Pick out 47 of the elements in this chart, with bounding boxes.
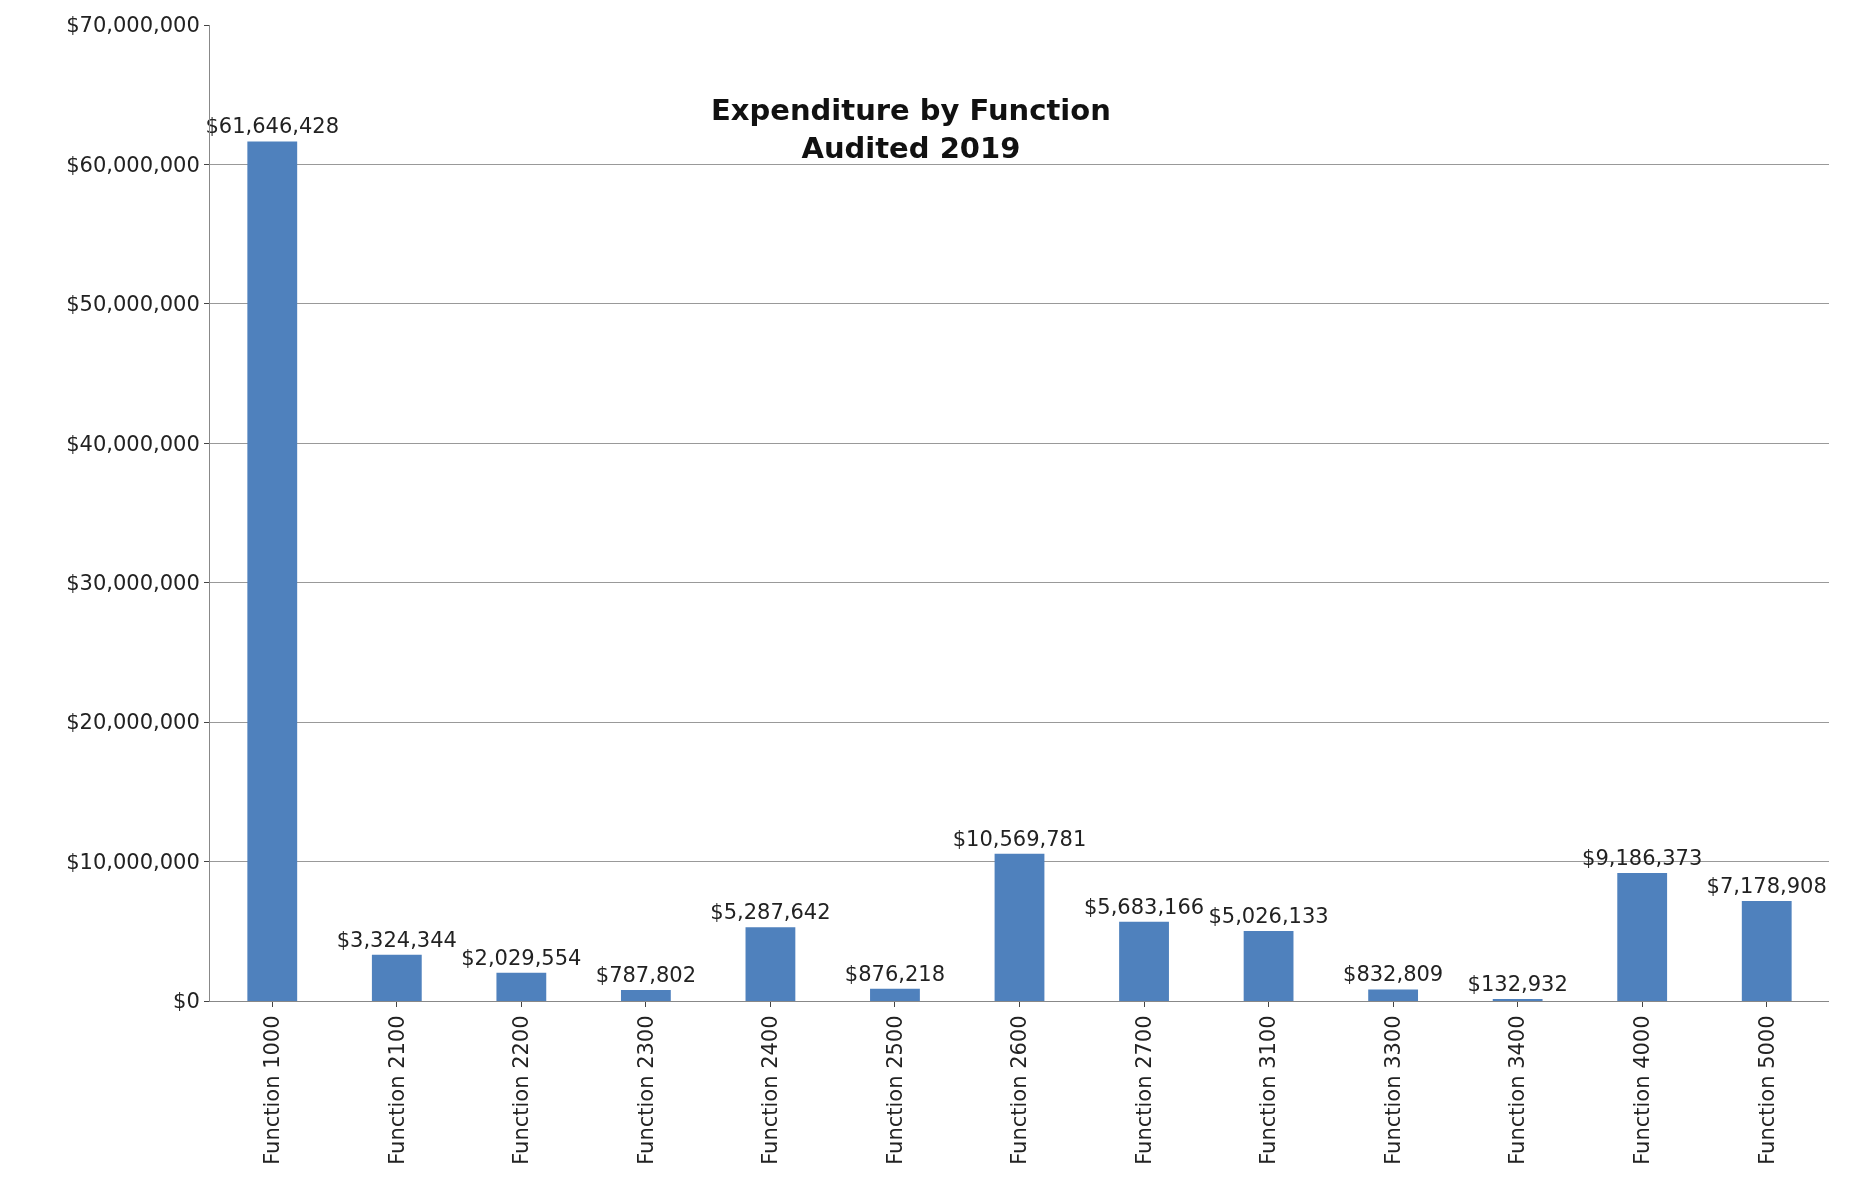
data-label: $5,287,642 (710, 900, 831, 925)
x-tick-label: Function 2500 (882, 1015, 907, 1165)
data-label: $2,029,554 (461, 945, 582, 970)
data-label: $132,932 (1467, 972, 1568, 996)
y-tick-label: $70,000,000 (66, 13, 200, 38)
data-label: $7,178,908 (1706, 873, 1827, 898)
x-tick-label: Function 2100 (384, 1015, 409, 1165)
text: Expenditure by Function Audited 2019 (710, 93, 1111, 165)
y-tick-label: $10,000,000 (66, 849, 200, 874)
data-label: $10,569,781 (952, 826, 1087, 851)
bar (745, 927, 796, 1001)
x-tick-label: Function 1000 (260, 1015, 285, 1165)
bar (1243, 930, 1294, 1001)
x-tick-label: Function 2700 (1131, 1015, 1156, 1165)
y-tick-label: $40,000,000 (66, 431, 200, 456)
data-label: $61,646,428 (205, 114, 340, 139)
bar (1119, 921, 1169, 1001)
x-tick-label: Function 3300 (1380, 1015, 1405, 1165)
data-label: $5,026,133 (1208, 903, 1329, 928)
x-tick-label: Function 2400 (758, 1015, 783, 1165)
y-tick-label: $60,000,000 (66, 152, 200, 177)
bar (870, 988, 920, 1001)
bar (1368, 989, 1419, 1001)
x-tick-label: Function 4000 (1630, 1015, 1655, 1165)
data-label: $876,218 (844, 961, 946, 986)
bar (371, 954, 422, 1001)
y-tick-label: $30,000,000 (66, 571, 200, 596)
bar (1741, 900, 1792, 1001)
bar (620, 990, 671, 1001)
bar (1617, 872, 1668, 1001)
bar (496, 972, 547, 1001)
x-tick-label: Function 3400 (1505, 1015, 1530, 1165)
bar (994, 853, 1045, 1001)
x-tick-label: Function 2300 (633, 1015, 658, 1165)
x-tick-label: Function 3100 (1256, 1015, 1281, 1165)
x-tick-label: Function 2600 (1007, 1015, 1032, 1165)
y-tick-label: $0 (173, 989, 200, 1014)
data-label: $9,186,373 (1582, 845, 1703, 870)
y-tick-label: $20,000,000 (66, 710, 200, 735)
x-tick-label: Function 5000 (1754, 1015, 1779, 1165)
data-label: $832,809 (1343, 962, 1444, 987)
x-tick-label: Function 2200 (509, 1015, 534, 1165)
bar (247, 141, 298, 1001)
y-tick-label: $50,000,000 (66, 292, 200, 317)
data-label: $787,802 (595, 963, 696, 988)
data-label: $3,324,344 (336, 927, 457, 952)
data-label: $5,683,166 (1083, 894, 1205, 919)
